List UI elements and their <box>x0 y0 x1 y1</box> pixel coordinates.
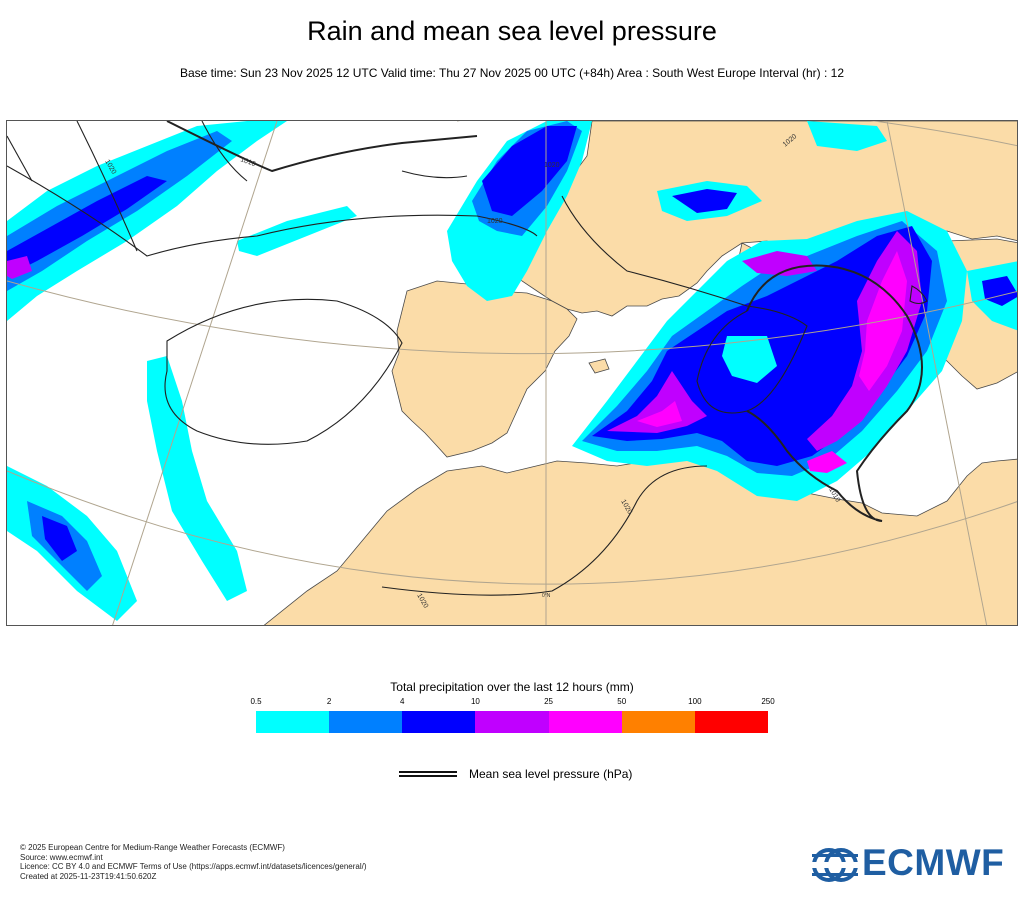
land-balearics <box>588 358 610 374</box>
colorbar-tick-label: 4 <box>400 697 405 706</box>
footer-source: Source: www.ecmwf.int <box>20 852 103 862</box>
colorbar-tick-label: 250 <box>761 697 775 706</box>
chart-title: Rain and mean sea level pressure <box>307 16 717 46</box>
isobar-label: 1020 <box>487 218 503 225</box>
colorbar-swatch <box>694 711 768 733</box>
footer: © 2025 European Centre for Medium-Range … <box>20 843 367 881</box>
colorbar-swatch <box>475 711 549 733</box>
colorbar-swatch <box>329 711 403 733</box>
ecmwf-logo: ECMWF <box>812 842 1008 884</box>
colorbar-tick-label: 25 <box>544 697 554 706</box>
isobar-layer <box>7 121 928 596</box>
colorbar-tick-label: 100 <box>688 697 702 706</box>
pressure-legend-label: Mean sea level pressure (hPa) <box>469 767 633 781</box>
colorbar-swatch <box>548 711 622 733</box>
colorbar-tick-label: 10 <box>470 697 480 706</box>
colorbar-swatch <box>402 711 476 733</box>
colorbar-swatch <box>621 711 695 733</box>
footer-licence: Licence: CC BY 4.0 and ECMWF Terms of Us… <box>20 862 367 872</box>
precip-atlantic-band <box>7 121 287 321</box>
ecmwf-logo-icon <box>812 848 858 882</box>
colorbar-swatch <box>256 711 330 733</box>
isobar-label: 1020 <box>544 162 560 169</box>
colorbar-tick-label: 2 <box>326 697 332 706</box>
footer-created: Created at 2025-11-23T19:41:50.620Z <box>20 871 157 881</box>
colorbar <box>256 711 768 733</box>
pressure-legend-line <box>399 771 457 777</box>
chart-subtitle: Base time: Sun 23 Nov 2025 12 UTC Valid … <box>179 66 844 80</box>
map-svg: 1020 1010 1020 1020 1020 1020 1010 1020 … <box>7 121 1017 625</box>
colorbar-tick-label: 50 <box>617 697 627 706</box>
ecmwf-logo-text: ECMWF <box>862 842 1005 883</box>
map-panel: 1020 1010 1020 1020 1020 1020 1010 1020 … <box>6 120 1018 626</box>
footer-copyright: © 2025 European Centre for Medium-Range … <box>20 843 285 852</box>
colorbar-tick-label: 0.5 <box>250 697 262 706</box>
graticule-label: 0°N <box>542 593 551 599</box>
isobar-label: 1010 <box>239 156 256 168</box>
land-iberia <box>391 280 578 458</box>
colorbar-title: Total precipitation over the last 12 hou… <box>390 680 634 694</box>
graticule-layer <box>7 121 1017 625</box>
